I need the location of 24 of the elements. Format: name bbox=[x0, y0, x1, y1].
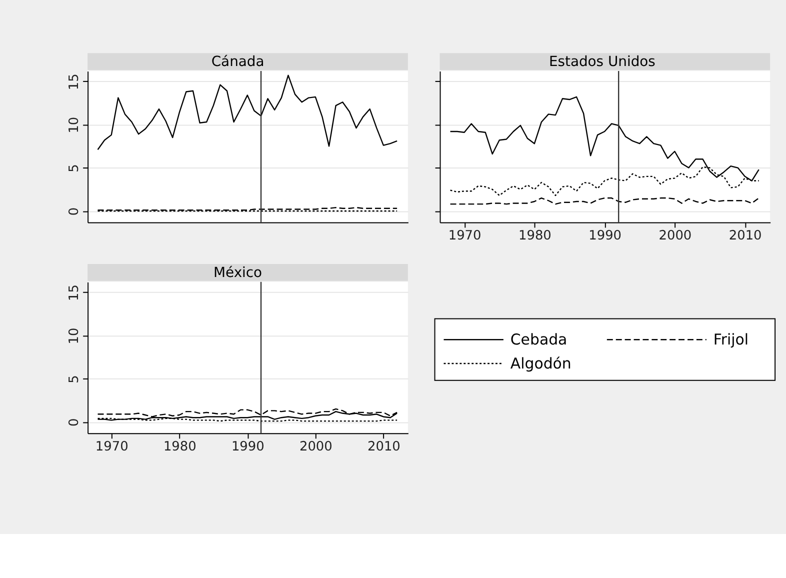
y-tick-label: 10 bbox=[67, 328, 82, 344]
y-tick-label: 0 bbox=[67, 207, 82, 216]
x-tick-label: 1970 bbox=[448, 228, 482, 244]
x-tick-label: 2000 bbox=[299, 440, 332, 455]
chart-title: México bbox=[214, 264, 262, 281]
y-tick-label: 5 bbox=[67, 164, 82, 172]
x-tick-label: 1990 bbox=[588, 228, 622, 244]
x-tick-label: 2010 bbox=[367, 440, 400, 455]
legend-label: Cebada bbox=[510, 330, 568, 349]
y-tick-label: 15 bbox=[67, 284, 82, 302]
y-tick-label: 0 bbox=[67, 418, 82, 427]
x-tick-label: 1990 bbox=[231, 440, 264, 455]
x-tick-label: 1980 bbox=[518, 228, 552, 244]
chart-title: Cánada bbox=[211, 54, 264, 70]
text: Frijol bbox=[713, 330, 749, 349]
legend-label: Algodón bbox=[510, 354, 572, 372]
y-tick-label: 5 bbox=[67, 375, 82, 384]
x-tick-label: 1970 bbox=[95, 440, 128, 455]
x-tick-label: 2010 bbox=[728, 228, 762, 244]
x-tick-label: 2000 bbox=[658, 228, 692, 244]
y-tick-label: 10 bbox=[67, 116, 82, 134]
y-tick-label: 15 bbox=[67, 74, 82, 90]
x-tick-label: 1980 bbox=[163, 440, 196, 455]
chart-title: Estados Unidos bbox=[548, 54, 656, 70]
